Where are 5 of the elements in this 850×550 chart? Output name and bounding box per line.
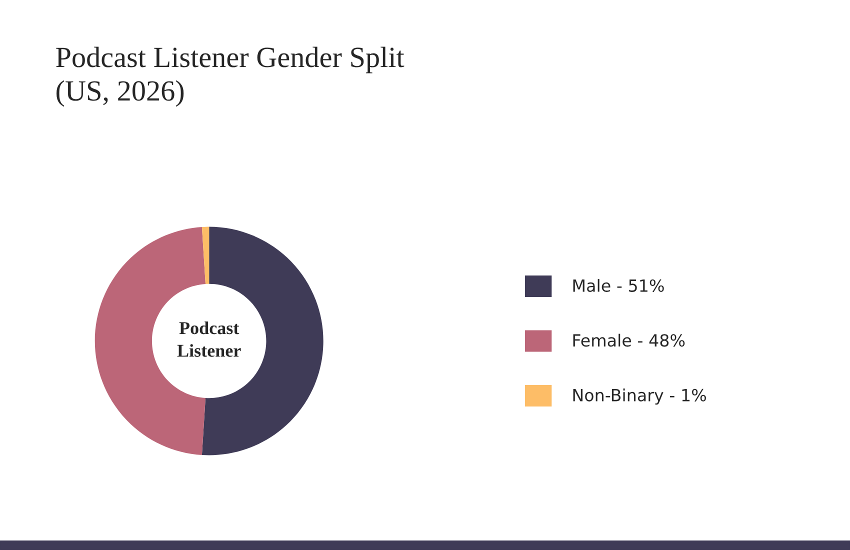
chart-title: Podcast Listener Gender Split (US, 2026)	[56, 46, 404, 107]
legend-label: Male - 51%	[573, 279, 664, 292]
text: Podcast Listener	[177, 321, 241, 357]
legend-label: Female - 48%	[573, 334, 685, 347]
legend-label: Non-Binary - 1%	[573, 388, 706, 405]
